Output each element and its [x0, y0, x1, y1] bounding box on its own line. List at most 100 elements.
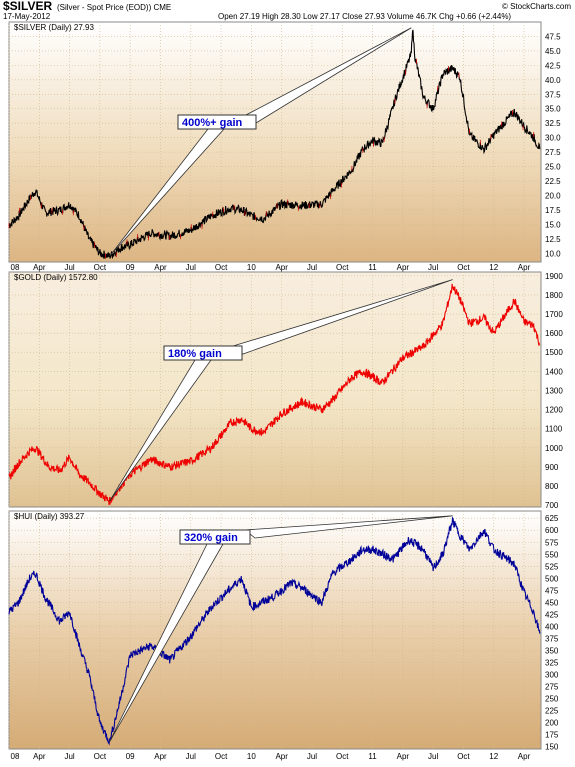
x-tick-label: Oct [215, 752, 228, 761]
gold-y-tick-label: 1600 [545, 329, 563, 338]
gold-y-tick-label: 1300 [545, 386, 563, 395]
chart-date: 17-May-2012 [3, 12, 51, 21]
gold-y-tick-label: 700 [545, 501, 559, 510]
x-tick-label: Apr [154, 752, 167, 761]
x-tick-label: Apr [33, 752, 46, 761]
x-tick-label: Oct [457, 752, 470, 761]
x-tick-label: Oct [457, 263, 470, 272]
gold-panel-label: $GOLD (Daily) 1572.80 [14, 273, 98, 282]
hui-gain-callout: 320% gain [184, 532, 238, 544]
x-tick-label: Apr [275, 263, 288, 272]
x-tick-label: Apr [154, 263, 167, 272]
x-tick-label: 08 [11, 752, 20, 761]
hui-y-tick-label: 525 [545, 562, 559, 571]
silver-y-tick-label: 20.0 [545, 191, 561, 200]
silver-y-tick-label: 30.0 [545, 134, 561, 143]
x-tick-label: Jul [307, 263, 317, 272]
x-tick-label: Apr [33, 263, 46, 272]
x-tick-label: Oct [94, 752, 107, 761]
x-tick-label: 11 [368, 752, 377, 761]
hui-y-tick-label: 325 [545, 658, 559, 667]
hui-y-tick-label: 225 [545, 707, 559, 716]
x-tick-label: Jul [428, 752, 438, 761]
silver-panel [8, 21, 542, 263]
silver-y-tick-label: 22.5 [545, 177, 561, 186]
silver-gain-callout: 400%+ gain [182, 117, 243, 129]
x-tick-label: 12 [489, 752, 498, 761]
hui-price-line [8, 516, 541, 746]
silver-y-tick-label: 45.0 [545, 47, 561, 56]
hui-y-tick-label: 450 [545, 598, 559, 607]
x-tick-label: Jul [186, 263, 196, 272]
silver-panel-label: $SILVER (Daily) 27.93 [14, 23, 94, 32]
hui-y-tick-label: 150 [545, 743, 559, 752]
hui-y-tick-label: 425 [545, 610, 559, 619]
x-tick-label: 09 [126, 752, 135, 761]
hui-y-tick-label: 600 [545, 526, 559, 535]
hui-callout-box [179, 529, 251, 545]
silver-y-tick-label: 10.0 [545, 249, 561, 258]
gold-y-tick-label: 1100 [545, 425, 563, 434]
hui-y-tick-label: 300 [545, 670, 559, 679]
silver-callout-box [177, 114, 257, 130]
gold-y-tick-label: 1200 [545, 406, 563, 415]
silver-price-line [8, 29, 541, 260]
chart-description: (Silver - Spot Price (EOD)) CME [57, 3, 171, 12]
hui-panel-label: $HUI (Daily) 393.27 [14, 512, 85, 521]
ohlc-readout: Open 27.19 High 28.30 Low 27.17 Close 27… [218, 12, 511, 21]
gold-y-tick-label: 900 [545, 463, 559, 472]
hui-y-tick-label: 175 [545, 731, 559, 740]
hui-y-tick-label: 475 [545, 586, 559, 595]
x-tick-label: 09 [126, 263, 135, 272]
silver-y-tick-label: 27.5 [545, 148, 561, 157]
hui-y-tick-label: 625 [545, 514, 559, 523]
x-tick-label: 10 [247, 752, 256, 761]
gold-callout-box [163, 345, 243, 361]
silver-y-tick-label: 47.5 [545, 32, 561, 41]
hui-panel [8, 510, 542, 750]
x-tick-label: Oct [336, 263, 349, 272]
silver-y-tick-label: 32.5 [545, 119, 561, 128]
gold-panel [8, 271, 542, 508]
hui-y-tick-label: 500 [545, 574, 559, 583]
hui-y-tick-label: 275 [545, 682, 559, 691]
x-tick-label: Jul [428, 263, 438, 272]
x-tick-label: Jul [64, 263, 74, 272]
x-tick-label: Apr [397, 752, 410, 761]
gold-y-tick-label: 1900 [545, 272, 563, 281]
silver-y-tick-label: 17.5 [545, 206, 561, 215]
stockcharts-watermark: © StockCharts.com [502, 2, 571, 11]
gold-y-tick-label: 1500 [545, 348, 563, 357]
gold-y-tick-label: 800 [545, 482, 559, 491]
gold-y-tick-label: 1000 [545, 444, 563, 453]
gold-price-line [8, 283, 541, 505]
x-tick-label: 10 [247, 263, 256, 272]
silver-y-tick-label: 35.0 [545, 105, 561, 114]
x-tick-label: Jul [64, 752, 74, 761]
gold-gain-callout: 180% gain [168, 348, 222, 360]
gold-y-tick-label: 1700 [545, 310, 563, 319]
x-tick-label: 08 [11, 263, 20, 272]
x-tick-label: Jul [186, 752, 196, 761]
silver-y-tick-label: 12.5 [545, 235, 561, 244]
silver-y-tick-label: 15.0 [545, 220, 561, 229]
hui-y-tick-label: 375 [545, 634, 559, 643]
x-tick-label: Apr [518, 752, 531, 761]
hui-y-tick-label: 575 [545, 538, 559, 547]
x-tick-label: Oct [215, 263, 228, 272]
hui-y-tick-label: 550 [545, 550, 559, 559]
x-tick-label: Apr [397, 263, 410, 272]
silver-y-tick-label: 37.5 [545, 90, 561, 99]
gold-y-tick-label: 1400 [545, 367, 563, 376]
x-tick-label: Oct [336, 752, 349, 761]
hui-y-tick-label: 350 [545, 646, 559, 655]
silver-y-tick-label: 40.0 [545, 76, 561, 85]
hui-y-tick-label: 200 [545, 719, 559, 728]
x-tick-label: Apr [518, 263, 531, 272]
x-tick-label: 12 [489, 263, 498, 272]
hui-y-tick-label: 250 [545, 695, 559, 704]
x-tick-label: Jul [307, 752, 317, 761]
hui-y-tick-label: 400 [545, 622, 559, 631]
